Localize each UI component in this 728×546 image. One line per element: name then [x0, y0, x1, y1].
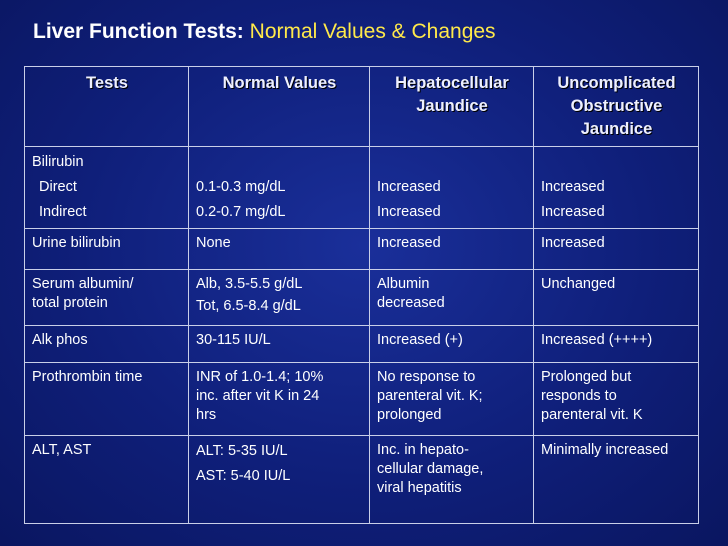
cell-hepato-urine-bilirubin: Increased	[369, 228, 534, 270]
cell-obstructive-alk-phos: Increased (++++)	[533, 325, 699, 363]
cell-obstructive-serum-albumin: Unchanged	[533, 269, 699, 326]
table-row-alt-ast: ALT, AST ALT: 5-35 IU/L AST: 5-40 IU/L I…	[24, 435, 699, 524]
title-main: Liver Function Tests:	[33, 20, 244, 43]
cell-test-bilirubin: Bilirubin Direct Indirect	[24, 146, 189, 229]
cell-normal-alt-ast: ALT: 5-35 IU/L AST: 5-40 IU/L	[188, 435, 370, 524]
cell-hepato-alk-phos: Increased (+)	[369, 325, 534, 363]
table-row-bilirubin: Bilirubin Direct Indirect 0.1-0.3 mg/dL …	[24, 146, 699, 229]
cell-test-urine-bilirubin: Urine bilirubin	[24, 228, 189, 270]
cell-normal-alk-phos: 30-115 IU/L	[188, 325, 370, 363]
cell-obstructive-prothrombin: Prolonged but responds to parenteral vit…	[533, 362, 699, 436]
title-subtitle: Normal Values & Changes	[249, 20, 496, 43]
slide-title: Liver Function Tests: Normal Values & Ch…	[33, 20, 496, 44]
table-row-urine-bilirubin: Urine bilirubin None Increased Increased	[24, 228, 699, 270]
table-row-alk-phos: Alk phos 30-115 IU/L Increased (+) Incre…	[24, 325, 699, 363]
cell-normal-prothrombin: INR of 1.0-1.4; 10% inc. after vit K in …	[188, 362, 370, 436]
table-row-prothrombin: Prothrombin time INR of 1.0-1.4; 10% inc…	[24, 362, 699, 436]
cell-normal-serum-albumin: Alb, 3.5-5.5 g/dL Tot, 6.5-8.4 g/dL	[188, 269, 370, 326]
cell-hepato-bilirubin: Increased Increased	[369, 146, 534, 229]
indirect-label: Indirect	[39, 204, 87, 220]
cell-normal-urine-bilirubin: None	[188, 228, 370, 270]
cell-test-prothrombin: Prothrombin time	[24, 362, 189, 436]
cell-test-alk-phos: Alk phos	[24, 325, 189, 363]
cell-hepato-alt-ast: Inc. in hepato- cellular damage, viral h…	[369, 435, 534, 524]
direct-label: Direct	[39, 179, 77, 195]
cell-hepato-serum-albumin: Albumin decreased	[369, 269, 534, 326]
cell-test-serum-albumin: Serum albumin/ total protein	[24, 269, 189, 326]
cell-obstructive-bilirubin: Increased Increased	[533, 146, 699, 229]
header-tests: Tests	[24, 66, 189, 147]
cell-normal-bilirubin: 0.1-0.3 mg/dL 0.2-0.7 mg/dL	[188, 146, 370, 229]
cell-hepato-prothrombin: No response to parenteral vit. K; prolon…	[369, 362, 534, 436]
liver-function-table: Tests Normal Values Hepatocellular Jaund…	[24, 66, 699, 524]
header-obstructive: Uncomplicated Obstructive Jaundice	[533, 66, 699, 147]
bilirubin-label: Bilirubin	[32, 154, 84, 170]
header-row: Tests Normal Values Hepatocellular Jaund…	[24, 66, 699, 147]
table-row-serum-albumin: Serum albumin/ total protein Alb, 3.5-5.…	[24, 269, 699, 326]
cell-obstructive-urine-bilirubin: Increased	[533, 228, 699, 270]
cell-test-alt-ast: ALT, AST	[24, 435, 189, 524]
header-hepatocellular: Hepatocellular Jaundice	[369, 66, 534, 147]
cell-obstructive-alt-ast: Minimally increased	[533, 435, 699, 524]
header-normal-values: Normal Values	[188, 66, 370, 147]
